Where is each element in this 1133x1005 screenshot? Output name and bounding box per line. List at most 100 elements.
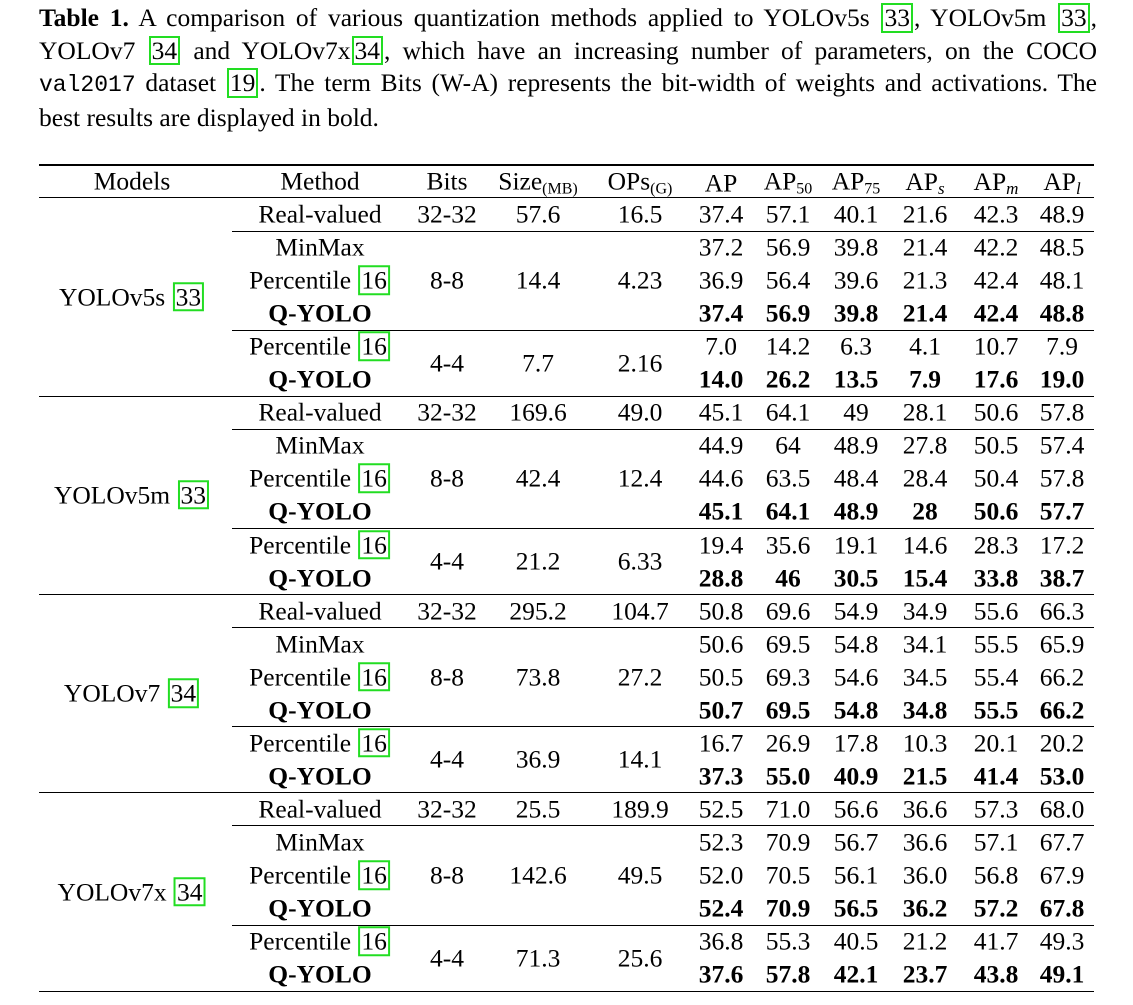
ap-value-cell: 37.3 xyxy=(698,761,744,791)
citation-link[interactable]: 34 xyxy=(167,678,200,708)
ap-value-cell: 45.1 xyxy=(698,496,744,526)
ap-value-cell: 37.4 xyxy=(698,298,744,328)
ap-value-cell: 50.4 xyxy=(973,463,1019,493)
ap-value-cell: 41.4 xyxy=(973,761,1019,791)
ap-value-cell: 4.1 xyxy=(909,331,941,361)
citation-link[interactable]: 33 xyxy=(1058,3,1090,33)
size-cell: 14.4 xyxy=(515,265,561,295)
ap-value-cell: 56.1 xyxy=(833,860,879,890)
model-cell: YOLOv5s 33 xyxy=(59,281,205,312)
ap-value-cell: 50.6 xyxy=(973,496,1019,526)
method-cell: MinMax xyxy=(275,430,365,460)
method-cell: Real-valued xyxy=(258,199,382,229)
table-rule xyxy=(232,428,1094,430)
ap-value-cell: 14.0 xyxy=(698,364,744,394)
ap-value-cell: 57.2 xyxy=(973,893,1019,923)
bits-cell: 8-8 xyxy=(430,463,464,493)
ap-value-cell: 56.7 xyxy=(833,827,879,857)
ap-value-cell: 37.6 xyxy=(698,959,744,989)
ap-value-cell: 30.5 xyxy=(833,562,879,592)
citation-link[interactable]: 34 xyxy=(173,876,206,907)
ap-value-cell: 57.1 xyxy=(973,827,1019,857)
ap-value-cell: 69.5 xyxy=(765,695,811,724)
citation-link[interactable]: 19 xyxy=(226,68,259,98)
table-rule xyxy=(39,164,1094,166)
caption-text: . The term Bits (W-A) represents the bit… xyxy=(39,68,1097,132)
ap-value-cell: 17.8 xyxy=(833,728,879,758)
ap-value-cell: 69.3 xyxy=(765,661,811,691)
citation-link[interactable]: 16 xyxy=(358,926,390,956)
citation-link[interactable]: 33 xyxy=(881,3,913,33)
citation-link[interactable]: 16 xyxy=(358,860,390,890)
method-cell: Q-YOLO xyxy=(268,298,372,328)
column-header-size: Size(MB) xyxy=(498,166,578,198)
ap-value-cell: 52.3 xyxy=(698,827,744,857)
ap-value-cell: 48.9 xyxy=(1039,199,1085,229)
ap-value-cell: 68.0 xyxy=(1039,794,1085,824)
caption-text: , YOLOv5m xyxy=(913,3,1058,32)
ap-value-cell: 14.6 xyxy=(902,529,948,559)
ap-value-cell: 21.4 xyxy=(902,298,948,328)
bits-cell: 32-32 xyxy=(417,595,477,625)
table-rule xyxy=(232,924,1094,926)
ap-value-cell: 57.7 xyxy=(1039,496,1085,526)
table-rule xyxy=(232,329,1094,331)
citation-link[interactable]: 16 xyxy=(358,463,390,494)
ap-value-cell: 36.8 xyxy=(698,926,744,956)
ap-value-cell: 49.1 xyxy=(1039,959,1085,989)
ap-value-cell: 52.4 xyxy=(698,893,744,923)
dataset-name: val2017 xyxy=(39,72,136,99)
column-header-ops: OPs(G) xyxy=(607,166,673,198)
citation-link[interactable]: 16 xyxy=(358,529,390,560)
ap-value-cell: 64.1 xyxy=(765,496,811,526)
ap-value-cell: 50.6 xyxy=(698,628,744,658)
ap-value-cell: 57.8 xyxy=(1039,397,1085,427)
ops-cell: 25.6 xyxy=(617,942,663,972)
ap-value-cell: 53.0 xyxy=(1039,761,1085,791)
column-header-bits: Bits xyxy=(426,166,468,196)
ap-value-cell: 21.3 xyxy=(902,265,948,295)
bits-cell: 8-8 xyxy=(430,661,464,691)
size-cell: 25.5 xyxy=(515,794,561,824)
ap-value-cell: 70.9 xyxy=(765,893,811,923)
citation-link[interactable]: 16 xyxy=(358,331,390,361)
bits-cell: 32-32 xyxy=(417,199,477,229)
ap-value-cell: 55.5 xyxy=(973,695,1019,724)
table-rule xyxy=(39,197,1094,198)
ap-value-cell: 34.9 xyxy=(902,595,948,625)
ap-value-cell: 19.0 xyxy=(1039,364,1085,394)
citation-link[interactable]: 33 xyxy=(177,480,210,510)
ap-value-cell: 7.9 xyxy=(909,364,941,394)
method-cell: Q-YOLO xyxy=(268,893,372,923)
ap-value-cell: 28.1 xyxy=(902,397,948,427)
citation-link[interactable]: 16 xyxy=(358,265,390,295)
ap-value-cell: 67.8 xyxy=(1039,893,1085,923)
ap-value-cell: 21.5 xyxy=(902,761,948,791)
ap-value-cell: 48.5 xyxy=(1039,232,1085,262)
ap-value-cell: 48.4 xyxy=(833,463,879,493)
ap-value-cell: 19.4 xyxy=(698,529,744,559)
citation-link[interactable]: 16 xyxy=(358,728,390,758)
ap-value-cell: 48.9 xyxy=(833,430,879,460)
ap-value-cell: 44.6 xyxy=(698,463,744,493)
ap-value-cell: 20.2 xyxy=(1039,728,1085,758)
bits-cell: 32-32 xyxy=(417,794,477,824)
size-cell: 169.6 xyxy=(509,397,567,427)
size-cell: 42.4 xyxy=(515,463,561,493)
citation-link[interactable]: 16 xyxy=(358,661,390,692)
citation-link[interactable]: 34 xyxy=(351,35,384,66)
ops-cell: 49.0 xyxy=(617,397,663,427)
citation-link[interactable]: 34 xyxy=(148,35,181,66)
bits-cell: 4-4 xyxy=(430,942,464,972)
ops-cell: 189.9 xyxy=(611,794,669,824)
bits-cell: 4-4 xyxy=(430,347,464,377)
citation-link[interactable]: 33 xyxy=(172,281,205,312)
ap-value-cell: 23.7 xyxy=(902,959,948,989)
table-rule xyxy=(39,395,1094,397)
column-header-method: Method xyxy=(280,166,360,196)
ap-value-cell: 57.8 xyxy=(1039,463,1085,493)
ap-value-cell: 50.6 xyxy=(973,397,1019,427)
ap-value-cell: 34.1 xyxy=(902,628,948,658)
ap-value-cell: 36.6 xyxy=(902,794,948,824)
table-rule xyxy=(39,990,1094,993)
